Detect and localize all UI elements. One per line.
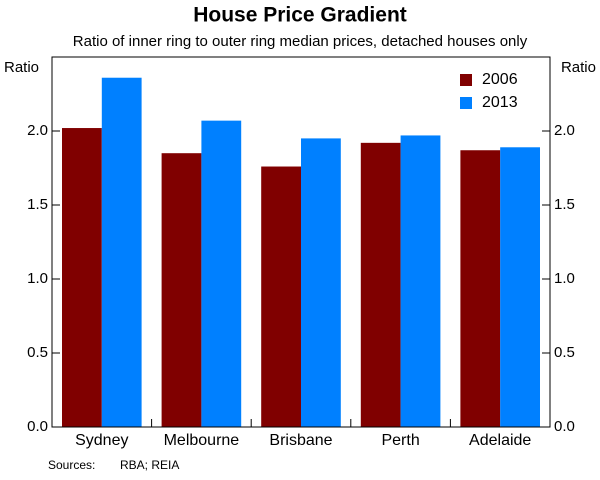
y2-tick-label: 1.5	[554, 196, 575, 213]
y2-axis-label: Ratio	[561, 59, 596, 76]
y2-tick-label: 1.0	[554, 270, 575, 287]
y2-tick-label: 2.0	[554, 122, 575, 139]
bar	[460, 150, 501, 428]
legend-label: 2013	[482, 94, 518, 111]
y2-tick-label: 0.5	[554, 344, 575, 361]
x-tick-label: Perth	[381, 432, 419, 449]
plot-frame	[51, 56, 551, 428]
bar	[301, 138, 341, 427]
chart-title: House Price Gradient	[193, 4, 407, 27]
y-tick-label: 0.5	[27, 344, 48, 361]
source: RBA; REIA	[120, 458, 179, 472]
x-tick-label: Brisbane	[269, 432, 332, 449]
y-axis-label: Ratio	[4, 59, 39, 76]
bar	[400, 135, 441, 427]
legend-swatch	[460, 97, 472, 109]
legend-label: 2006	[482, 71, 518, 88]
x-tick-label: Adelaide	[469, 432, 531, 449]
bar	[500, 147, 540, 427]
chart-subtitle: Ratio of inner ring to outer ring median…	[73, 33, 528, 50]
y-tick-label: 1.5	[27, 196, 48, 213]
x-tick-label: Melbourne	[164, 432, 240, 449]
y-tick-label: 0.0	[27, 418, 48, 435]
x-tick-label: Sydney	[75, 432, 128, 449]
legend-swatch	[460, 74, 472, 86]
y-tick-label: 1.0	[27, 270, 48, 287]
bar	[201, 120, 242, 427]
bar	[360, 142, 401, 427]
bar	[101, 77, 142, 427]
bar	[161, 153, 202, 427]
source-label: Sources:	[48, 458, 95, 472]
bar	[62, 128, 102, 428]
y2-tick-label: 0.0	[554, 418, 575, 435]
bar	[261, 166, 301, 427]
y-tick-label: 2.0	[27, 122, 48, 139]
